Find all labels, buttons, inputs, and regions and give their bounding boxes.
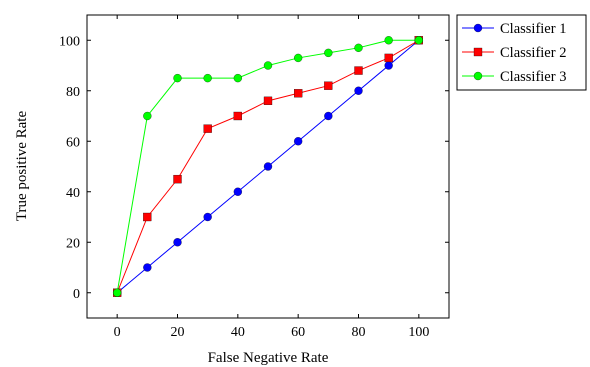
classifier-1-point [354,86,363,95]
legend-label-classifier-2: Classifier 2 [500,45,566,61]
legend-label-classifier-3: Classifier 3 [500,69,566,85]
classifier-2-point [384,53,393,63]
y-tick-label: 60 [66,135,80,150]
classifier-2-point [354,66,363,75]
classifier-3-point [263,61,273,70]
y-tick-label: 100 [59,34,80,49]
legend-item-classifier-1: Classifier 1 [462,21,566,37]
legend-marker-classifier-3 [473,71,483,81]
x-tick-label: 100 [408,325,429,340]
legend: Classifier 1 Classifier 2 Classifier 3 [456,14,587,91]
classifier-1-point [233,187,242,196]
classifier-3-point [354,43,363,52]
axis-ticks: 0 20 40 60 80 100 0 20 40 60 80 100 [59,15,449,340]
classifier-3-point [173,73,182,83]
classifier-1-point [294,137,303,146]
x-tick-label: 80 [352,325,366,340]
classifier-2-point [324,81,333,90]
classifier-2-series [113,36,423,297]
classifier-2-point [203,124,212,133]
classifier-3-point [414,36,423,45]
legend-item-classifier-2: Classifier 2 [462,45,566,61]
classifier-1-point [324,111,333,121]
classifier-1-point [203,212,212,222]
y-axis-title: True positive Rate [14,111,30,222]
legend-marker-classifier-1 [473,23,483,33]
legend-item-classifier-3: Classifier 3 [462,69,566,85]
classifier-3-point [324,48,333,58]
plot-frame [86,14,450,319]
classifier-1-point [263,162,273,171]
legend-marker-classifier-2 [473,47,483,57]
y-tick-label: 80 [66,85,80,100]
classifier-1-point [384,61,393,70]
classifier-3-point [203,73,212,83]
x-tick-label: 60 [291,325,305,340]
x-tick-label: 0 [114,325,121,340]
classifier-2-point [263,96,273,105]
classifier-2-point [233,111,242,121]
classifier-3-series [113,36,423,297]
x-tick-label: 40 [231,325,245,340]
classifier-1-point [143,263,152,272]
classifier-1-series [113,36,423,297]
y-tick-label: 0 [73,287,80,302]
x-tick-label: 20 [171,325,185,340]
legend-label-classifier-1: Classifier 1 [500,21,566,37]
y-tick-label: 40 [66,186,80,201]
classifier-3-point [384,36,393,45]
classifier-3-point [233,73,242,83]
classifier-3-point [294,53,303,63]
classifier-1-point [173,238,182,247]
series-layer [113,36,423,297]
classifier-3-point [143,111,152,121]
classifier-2-point [173,174,182,184]
classifier-2-point [294,89,303,98]
x-axis-title: False Negative Rate [208,350,329,366]
classifier-2-point [143,212,152,222]
classifier-3-point [113,288,122,297]
y-tick-label: 20 [66,236,80,251]
